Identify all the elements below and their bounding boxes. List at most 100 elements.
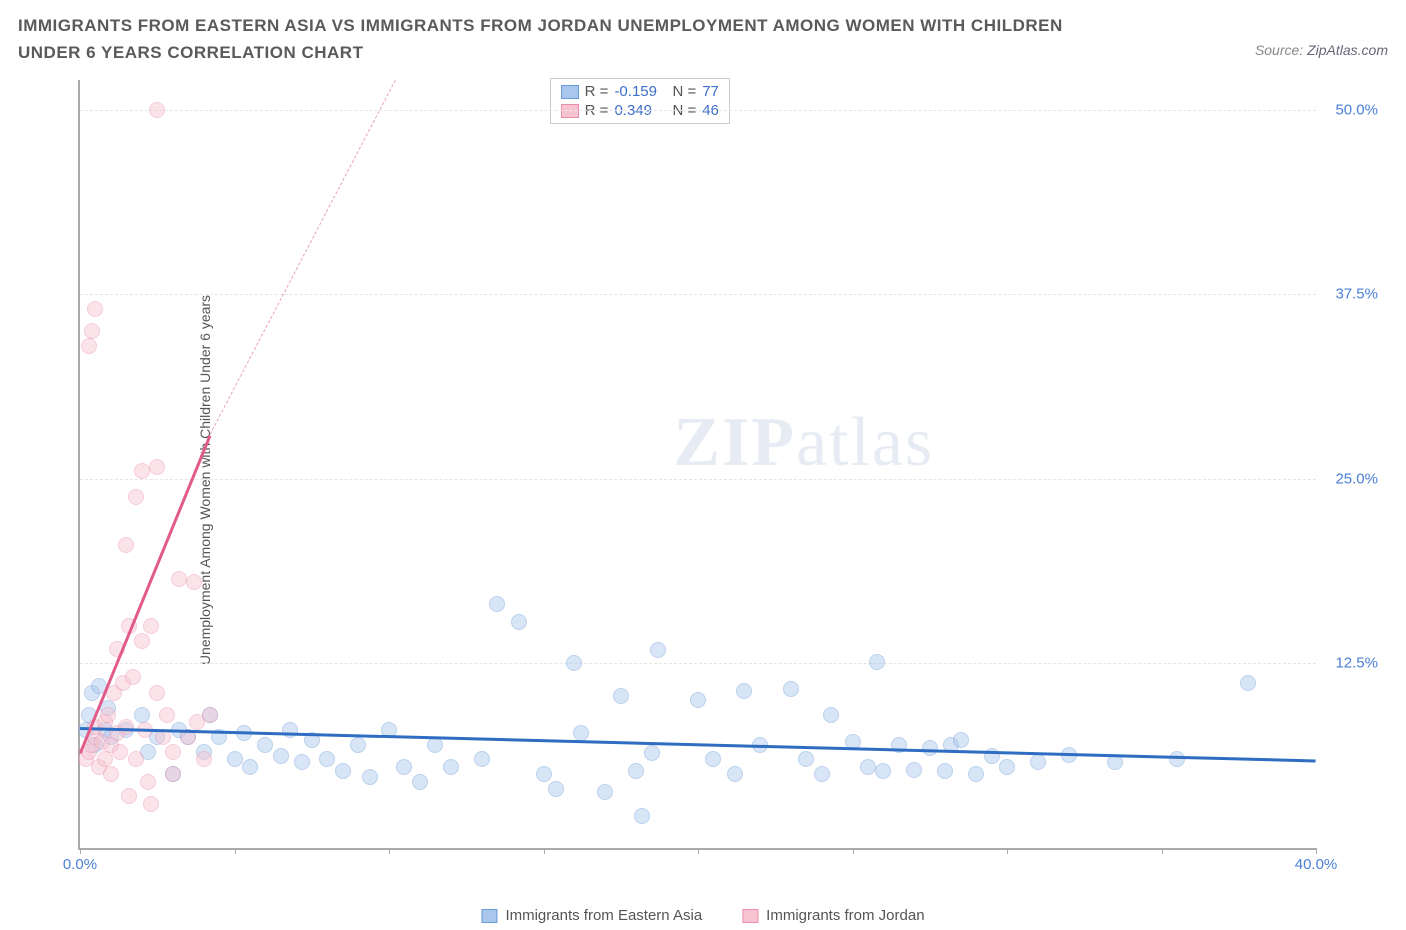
data-point	[118, 719, 134, 735]
source-attribution: Source: ZipAtlas.com	[1255, 42, 1388, 58]
source-value: ZipAtlas.com	[1307, 42, 1388, 58]
n-value: 77	[702, 83, 719, 100]
data-point	[727, 766, 743, 782]
data-point	[171, 571, 187, 587]
x-tick	[1007, 848, 1008, 854]
data-point	[350, 737, 366, 753]
data-point	[103, 766, 119, 782]
r-value: -0.159	[614, 83, 666, 100]
data-point	[84, 323, 100, 339]
data-point	[112, 744, 128, 760]
data-point	[319, 751, 335, 767]
data-point	[257, 737, 273, 753]
data-point	[335, 763, 351, 779]
data-point	[573, 725, 589, 741]
data-point	[427, 737, 443, 753]
data-point	[690, 692, 706, 708]
data-point	[282, 722, 298, 738]
data-point	[999, 759, 1015, 775]
data-point	[87, 301, 103, 317]
chart-title: IMMIGRANTS FROM EASTERN ASIA VS IMMIGRAN…	[18, 12, 1118, 66]
x-tick-label: 40.0%	[1295, 856, 1338, 873]
legend-stats-row: R = -0.159 N = 77	[561, 83, 719, 100]
data-point	[143, 796, 159, 812]
grid-line	[80, 663, 1316, 664]
data-point	[81, 338, 97, 354]
trend-line	[79, 435, 211, 753]
data-point	[242, 759, 258, 775]
source-label: Source:	[1255, 42, 1303, 58]
data-point	[202, 707, 218, 723]
data-point	[634, 808, 650, 824]
data-point	[1030, 754, 1046, 770]
legend-swatch	[481, 909, 497, 923]
data-point	[149, 685, 165, 701]
data-point	[159, 707, 175, 723]
data-point	[953, 732, 969, 748]
data-point	[823, 707, 839, 723]
data-point	[121, 788, 137, 804]
data-point	[869, 654, 885, 670]
data-point	[644, 745, 660, 761]
legend-stats-box: R =-0.159N =77R =0.349N =46	[550, 78, 730, 124]
data-point	[227, 751, 243, 767]
legend-swatch	[561, 85, 579, 99]
data-point	[143, 618, 159, 634]
y-tick-label: 12.5%	[1335, 655, 1378, 672]
data-point	[186, 574, 202, 590]
y-tick-label: 37.5%	[1335, 286, 1378, 303]
data-point	[100, 707, 116, 723]
data-point	[613, 688, 629, 704]
x-tick	[544, 848, 545, 854]
data-point	[165, 744, 181, 760]
data-point	[294, 754, 310, 770]
n-label: N =	[672, 83, 696, 100]
data-point	[783, 681, 799, 697]
x-tick	[1316, 848, 1317, 854]
data-point	[1169, 751, 1185, 767]
data-point	[566, 655, 582, 671]
data-point	[273, 748, 289, 764]
legend-label: Immigrants from Jordan	[766, 907, 924, 924]
watermark-zip: ZIP	[673, 404, 796, 481]
data-point	[149, 459, 165, 475]
x-tick	[389, 848, 390, 854]
legend-item: Immigrants from Eastern Asia	[481, 907, 702, 924]
legend-item: Immigrants from Jordan	[742, 907, 924, 924]
data-point	[396, 759, 412, 775]
grid-line	[80, 479, 1316, 480]
y-tick-label: 50.0%	[1335, 101, 1378, 118]
data-point	[650, 642, 666, 658]
data-point	[597, 784, 613, 800]
y-tick-label: 25.0%	[1335, 470, 1378, 487]
data-point	[125, 669, 141, 685]
data-point	[140, 774, 156, 790]
data-point	[149, 102, 165, 118]
data-point	[548, 781, 564, 797]
data-point	[937, 763, 953, 779]
data-point	[736, 683, 752, 699]
x-tick	[1162, 848, 1163, 854]
grid-line	[80, 294, 1316, 295]
bottom-legend: Immigrants from Eastern Asia Immigrants f…	[481, 907, 924, 924]
data-point	[489, 596, 505, 612]
trend-line	[209, 80, 395, 435]
watermark: ZIPatlas	[673, 403, 934, 483]
data-point	[474, 751, 490, 767]
data-point	[134, 707, 150, 723]
x-tick-label: 0.0%	[63, 856, 97, 873]
data-point	[1240, 675, 1256, 691]
data-point	[134, 463, 150, 479]
data-point	[906, 762, 922, 778]
data-point	[165, 766, 181, 782]
data-point	[443, 759, 459, 775]
data-point	[118, 537, 134, 553]
data-point	[705, 751, 721, 767]
x-tick	[698, 848, 699, 854]
grid-line	[80, 110, 1316, 111]
r-label: R =	[585, 83, 609, 100]
x-tick	[80, 848, 81, 854]
data-point	[875, 763, 891, 779]
legend-label: Immigrants from Eastern Asia	[505, 907, 702, 924]
data-point	[814, 766, 830, 782]
